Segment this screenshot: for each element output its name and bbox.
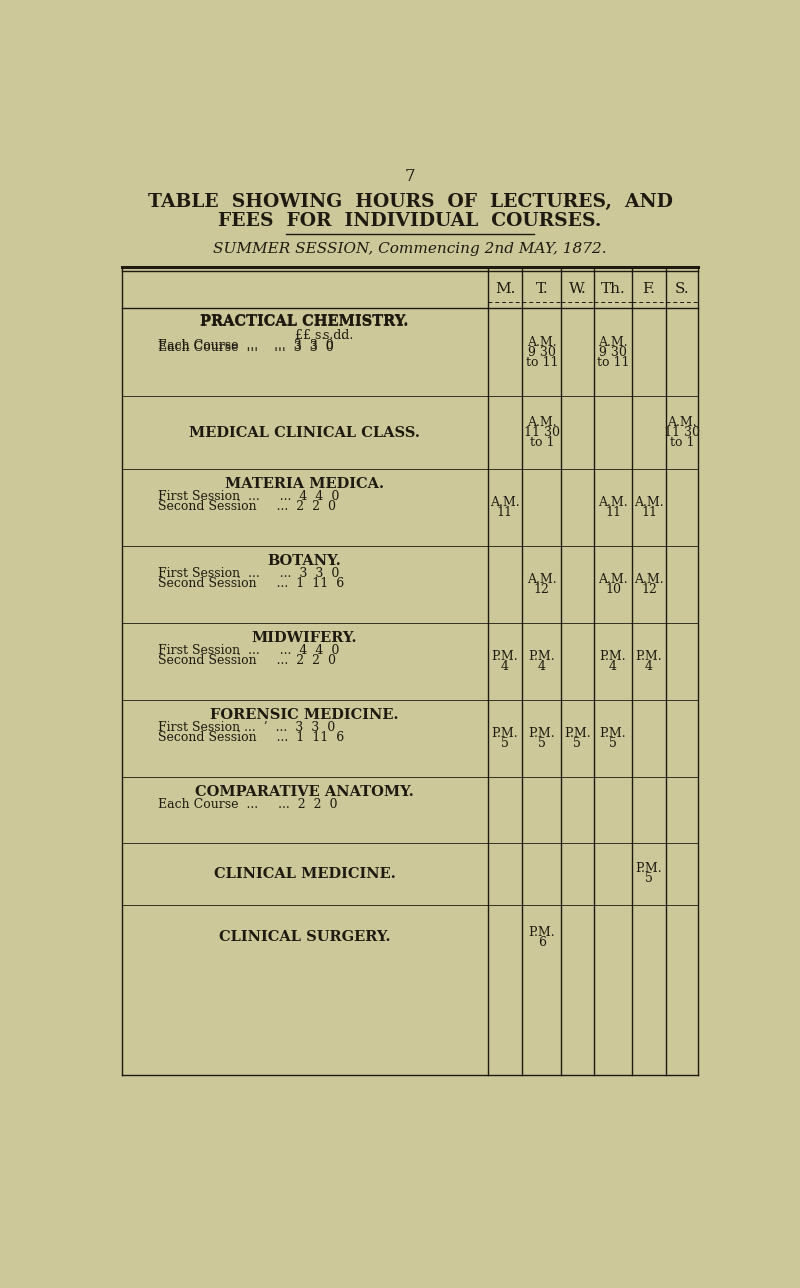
Text: 4: 4: [645, 661, 653, 674]
Text: A.M.: A.M.: [634, 496, 664, 510]
Text: to 1: to 1: [670, 437, 694, 450]
Text: PRACTICAL CHEMISTRY.: PRACTICAL CHEMISTRY.: [201, 316, 409, 330]
Text: Each Course  ...    ...  3  3  0: Each Course ... ... 3 3 0: [158, 339, 334, 352]
Text: £   s.  d.: £ s. d.: [295, 328, 346, 341]
Text: BOTANY.: BOTANY.: [268, 554, 342, 568]
Text: 10: 10: [605, 583, 621, 596]
Text: 11: 11: [497, 506, 513, 519]
Text: CLINICAL SURGERY.: CLINICAL SURGERY.: [219, 930, 390, 944]
Text: 4: 4: [609, 661, 617, 674]
Text: P.M.: P.M.: [529, 650, 555, 663]
Text: £   s.  d.: £ s. d.: [302, 330, 353, 343]
Text: MIDWIFERY.: MIDWIFERY.: [252, 631, 358, 645]
Text: First Session  ...     ...  4  4  0: First Session ... ... 4 4 0: [158, 491, 339, 504]
Text: Th.: Th.: [601, 282, 626, 296]
Text: 11 30: 11 30: [664, 426, 700, 439]
Text: 6: 6: [538, 936, 546, 949]
Text: 9 30: 9 30: [528, 345, 556, 358]
Text: Each Course  ...     ...  2  2  0: Each Course ... ... 2 2 0: [158, 799, 338, 811]
Text: P.M.: P.M.: [600, 728, 626, 741]
Text: 4: 4: [501, 661, 509, 674]
Text: 5: 5: [538, 738, 546, 751]
Text: Each Course  ...    ...  3  3  0: Each Course ... ... 3 3 0: [158, 341, 334, 354]
Text: First Session ...  ’  ...  3  3  0: First Session ... ’ ... 3 3 0: [158, 721, 335, 734]
Text: 11 30: 11 30: [524, 426, 560, 439]
Text: 4: 4: [538, 661, 546, 674]
Text: 11: 11: [641, 506, 657, 519]
Text: MEDICAL CLINICAL CLASS.: MEDICAL CLINICAL CLASS.: [189, 426, 420, 440]
Text: Second Session     ...  2  2  0: Second Session ... 2 2 0: [158, 654, 336, 667]
Text: A.M.: A.M.: [634, 573, 664, 586]
Text: P.M.: P.M.: [636, 650, 662, 663]
Text: A.M.: A.M.: [667, 416, 697, 429]
Text: 5: 5: [609, 738, 617, 751]
Text: A.M.: A.M.: [527, 416, 557, 429]
Text: 5: 5: [574, 738, 582, 751]
Text: Second Session     ...  2  2  0: Second Session ... 2 2 0: [158, 500, 336, 514]
Text: to 11: to 11: [526, 355, 558, 368]
Text: First Session  ...     ...  4  4  0: First Session ... ... 4 4 0: [158, 644, 339, 657]
Text: COMPARATIVE ANATOMY.: COMPARATIVE ANATOMY.: [195, 786, 414, 799]
Text: FEES  FOR  INDIVIDUAL  COURSES.: FEES FOR INDIVIDUAL COURSES.: [218, 213, 602, 231]
Text: A.M.: A.M.: [527, 336, 557, 349]
Text: 5: 5: [501, 738, 509, 751]
Text: A.M.: A.M.: [598, 336, 628, 349]
Text: P.M.: P.M.: [529, 926, 555, 939]
Text: W.: W.: [569, 282, 586, 296]
Text: A.M.: A.M.: [598, 573, 628, 586]
Text: 9 30: 9 30: [599, 345, 627, 358]
Text: P.M.: P.M.: [564, 728, 590, 741]
Text: Second Session     ...  1  11  6: Second Session ... 1 11 6: [158, 732, 344, 744]
Text: 5: 5: [645, 872, 653, 885]
Text: P.M.: P.M.: [492, 650, 518, 663]
Text: CLINICAL MEDICINE.: CLINICAL MEDICINE.: [214, 867, 395, 881]
Text: Second Session     ...  1  11  6: Second Session ... 1 11 6: [158, 577, 344, 590]
Text: SUMMER SESSION, Commencing 2nd MAY, 1872.: SUMMER SESSION, Commencing 2nd MAY, 1872…: [213, 242, 607, 255]
Text: M.: M.: [494, 282, 515, 296]
Text: TABLE  SHOWING  HOURS  OF  LECTURES,  AND: TABLE SHOWING HOURS OF LECTURES, AND: [147, 193, 673, 211]
Text: First Session  ...     ...  3  3  0: First Session ... ... 3 3 0: [158, 567, 339, 581]
Text: 12: 12: [534, 583, 550, 596]
Text: A.M.: A.M.: [527, 573, 557, 586]
Text: PRACTICAL CHEMISTRY.: PRACTICAL CHEMISTRY.: [201, 314, 409, 328]
Text: S.: S.: [674, 282, 690, 296]
Text: to 11: to 11: [597, 355, 630, 368]
Text: P.M.: P.M.: [600, 650, 626, 663]
Text: P.M.: P.M.: [492, 728, 518, 741]
Text: A.M.: A.M.: [598, 496, 628, 510]
Text: F.: F.: [642, 282, 655, 296]
Text: FORENSIC MEDICINE.: FORENSIC MEDICINE.: [210, 708, 399, 723]
Text: 7: 7: [405, 169, 415, 185]
Text: to 1: to 1: [530, 437, 554, 450]
Text: 11: 11: [605, 506, 621, 519]
Text: T.: T.: [535, 282, 548, 296]
Text: MATERIA MEDICA.: MATERIA MEDICA.: [225, 477, 384, 491]
Text: 12: 12: [641, 583, 657, 596]
Text: A.M.: A.M.: [490, 496, 520, 510]
Text: P.M.: P.M.: [529, 728, 555, 741]
Text: P.M.: P.M.: [636, 862, 662, 876]
